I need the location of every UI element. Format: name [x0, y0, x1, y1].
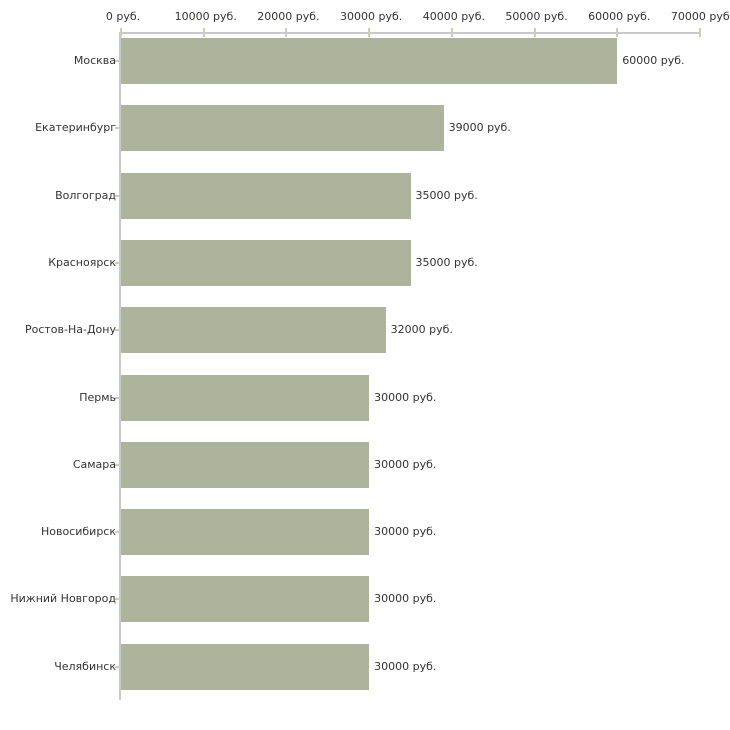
value-label: 39000 руб. — [448, 121, 511, 135]
value-label: 35000 руб. — [415, 188, 478, 202]
value-label: 30000 руб. — [374, 525, 437, 539]
x-axis-tick — [616, 28, 619, 37]
x-axis-tick-label: 0 руб. — [105, 10, 141, 23]
x-axis-tick-label: 60000 руб. — [588, 10, 651, 23]
y-axis-line — [119, 32, 121, 700]
x-axis-tick-label: 10000 руб. — [174, 10, 237, 23]
bar — [121, 374, 370, 421]
x-axis-tick — [120, 28, 122, 37]
value-label: 32000 руб. — [390, 323, 453, 337]
bar — [121, 441, 370, 488]
category-tick — [115, 60, 120, 62]
x-axis-tick-label: 30000 руб. — [340, 10, 403, 23]
x-axis-tick — [450, 28, 453, 37]
category-label: Волгоград — [55, 188, 116, 202]
category-tick — [115, 261, 120, 264]
value-label: 30000 руб. — [374, 457, 437, 471]
x-axis-tick — [285, 28, 288, 37]
category-tick — [115, 531, 120, 534]
value-label: 30000 руб. — [374, 390, 437, 404]
bar — [121, 576, 370, 623]
bar — [121, 509, 370, 556]
bar — [121, 239, 411, 286]
x-axis-line — [119, 32, 701, 34]
category-tick — [115, 598, 120, 601]
bar — [121, 307, 386, 354]
category-label: Ростов-На-Дону — [24, 323, 116, 337]
x-axis-tick — [533, 28, 536, 37]
x-axis-tick-label: 40000 руб. — [422, 10, 485, 23]
category-tick — [115, 665, 120, 668]
category-label: Нижний Новгород — [10, 592, 116, 606]
x-axis-tick — [699, 28, 701, 37]
value-label: 30000 руб. — [374, 659, 437, 673]
category-label: Екатеринбург — [35, 121, 116, 135]
x-axis-tick-label: 50000 руб. — [505, 10, 568, 23]
category-label: Новосибирск — [40, 525, 116, 539]
bar — [121, 105, 444, 152]
value-label: 35000 руб. — [415, 255, 478, 269]
x-axis-tick — [202, 28, 205, 37]
category-label: Пермь — [79, 390, 116, 404]
x-axis-tick-label: 70000 руб. — [670, 10, 730, 23]
x-axis-tick-label: 20000 руб. — [257, 10, 320, 23]
category-tick — [115, 329, 120, 332]
bar — [121, 38, 618, 84]
category-tick — [115, 396, 120, 399]
category-label: Челябинск — [54, 659, 116, 673]
value-label: 60000 руб. — [622, 54, 685, 67]
category-label: Самара — [72, 457, 116, 471]
bar — [121, 643, 370, 690]
category-tick — [115, 127, 120, 130]
category-tick — [115, 463, 120, 466]
value-label: 30000 руб. — [374, 592, 437, 606]
category-label: Москва — [73, 54, 116, 67]
bar — [121, 172, 411, 219]
x-axis-tick — [368, 28, 371, 37]
category-tick — [115, 194, 120, 197]
category-label: Красноярск — [48, 255, 116, 269]
